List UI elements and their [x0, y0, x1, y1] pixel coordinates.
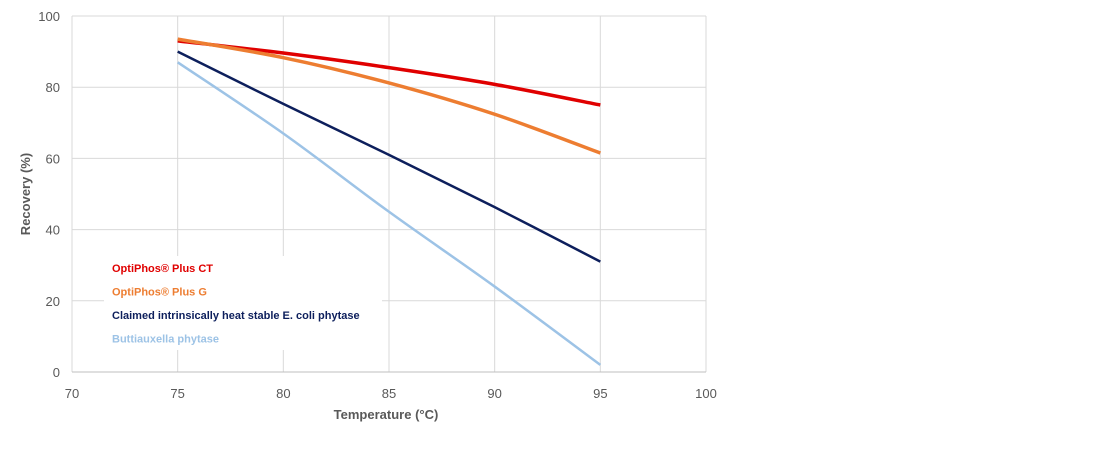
- y-tick-label: 100: [38, 9, 60, 24]
- axes: 0 20 40 60 80 100 70 75 80 85 90 95 100: [38, 9, 717, 401]
- series-line-4: [176, 61, 602, 366]
- legend-background: [104, 256, 382, 350]
- series-lines: [176, 37, 602, 366]
- series-line-2: [177, 37, 601, 155]
- x-tick-label: 95: [593, 386, 607, 401]
- legend: OptiPhos® Plus CT OptiPhos® Plus G Claimed…: [104, 256, 382, 350]
- x-tick-label: 85: [382, 386, 396, 401]
- y-tick-label: 20: [46, 294, 60, 309]
- gridlines: [72, 15, 707, 372]
- y-tick-label: 40: [46, 223, 60, 238]
- x-tick-label: 80: [276, 386, 290, 401]
- y-tick-label: 80: [46, 80, 60, 95]
- legend-label: OptiPhos® Plus CT: [112, 263, 213, 275]
- legend-label: Claimed intrinsically heat stable E. col…: [112, 310, 360, 322]
- x-tick-label: 70: [65, 386, 79, 401]
- legend-label: OptiPhos® Plus G: [112, 287, 207, 299]
- x-tick-label: 75: [170, 386, 184, 401]
- y-tick-label: 60: [46, 151, 60, 166]
- x-axis-title: Temperature (°C): [334, 407, 439, 422]
- y-tick-label: 0: [53, 365, 60, 380]
- series-line-1: [177, 39, 601, 107]
- y-axis-title: Recovery (%): [18, 153, 33, 235]
- x-tick-label: 90: [487, 386, 501, 401]
- legend-label: Buttiauxella phytase: [112, 334, 219, 346]
- series-line-3: [177, 50, 601, 263]
- x-tick-label: 100: [695, 386, 717, 401]
